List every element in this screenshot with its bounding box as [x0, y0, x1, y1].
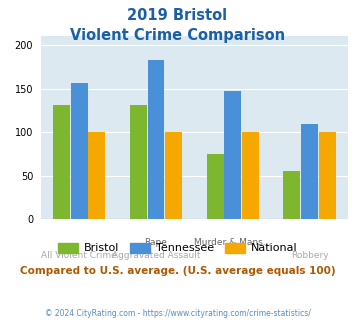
- Text: Murder & Mans...: Murder & Mans...: [194, 238, 272, 247]
- Bar: [130, 105, 147, 219]
- Bar: [319, 132, 335, 219]
- Text: © 2024 CityRating.com - https://www.cityrating.com/crime-statistics/: © 2024 CityRating.com - https://www.city…: [45, 309, 310, 317]
- Text: Compared to U.S. average. (U.S. average equals 100): Compared to U.S. average. (U.S. average …: [20, 266, 335, 276]
- Text: Aggravated Assault: Aggravated Assault: [112, 251, 200, 260]
- Bar: [53, 105, 70, 219]
- Bar: [242, 132, 259, 219]
- Bar: [207, 154, 224, 219]
- Bar: [165, 132, 182, 219]
- Text: Rape: Rape: [144, 238, 168, 247]
- Text: Violent Crime Comparison: Violent Crime Comparison: [70, 28, 285, 43]
- Bar: [283, 172, 300, 219]
- Bar: [148, 60, 164, 219]
- Bar: [301, 123, 318, 219]
- Text: Robbery: Robbery: [291, 251, 328, 260]
- Text: 2019 Bristol: 2019 Bristol: [127, 8, 228, 23]
- Bar: [88, 132, 105, 219]
- Text: All Violent Crime: All Violent Crime: [41, 251, 117, 260]
- Bar: [71, 83, 88, 219]
- Legend: Bristol, Tennessee, National: Bristol, Tennessee, National: [54, 238, 301, 258]
- Bar: [224, 91, 241, 219]
